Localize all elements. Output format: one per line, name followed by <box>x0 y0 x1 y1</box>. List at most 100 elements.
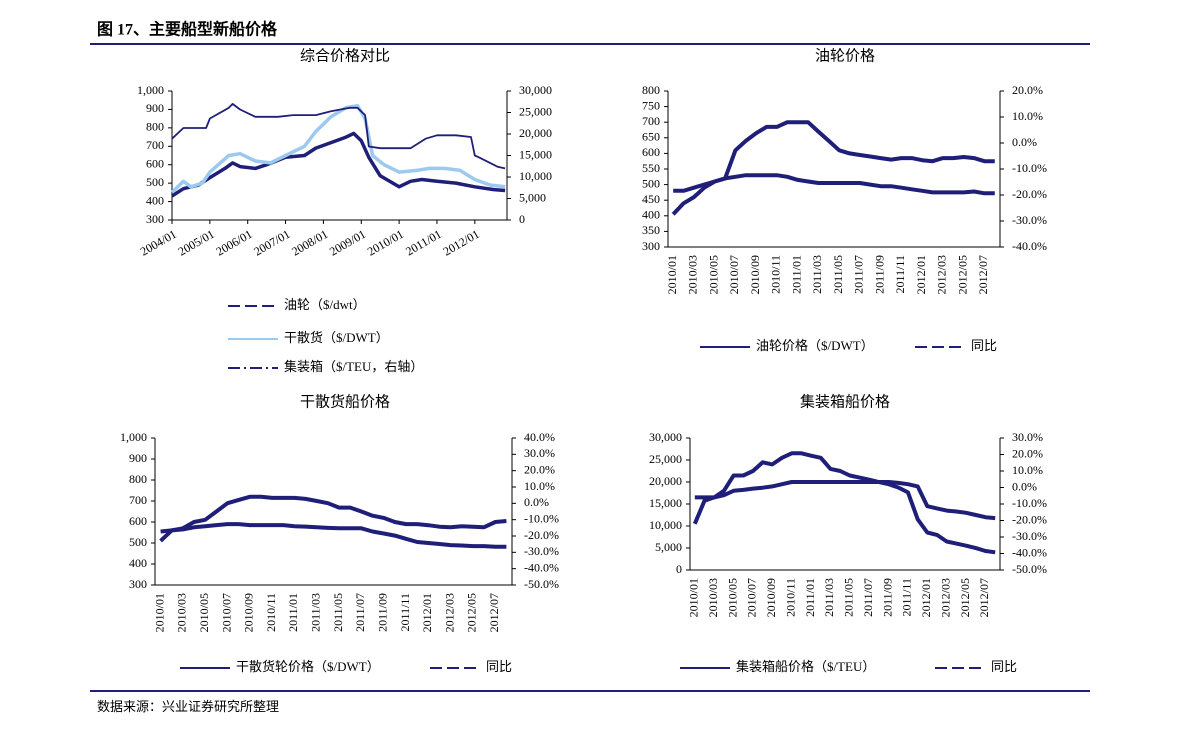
y2-tick-label: 10.0% <box>1012 463 1043 477</box>
y2-tick-label: -30.0% <box>1012 213 1047 227</box>
x-tick-label: 2011/09 <box>872 255 886 294</box>
x-tick-label: 2010/05 <box>706 255 720 294</box>
x-tick-label: 2011/07 <box>861 578 875 617</box>
y2-tick-label: 30.0% <box>524 446 555 460</box>
y2-tick-label: 30,000 <box>519 83 552 97</box>
x-tick-label: 2010/05 <box>725 578 739 617</box>
y2-tick-label: 10,000 <box>519 169 552 183</box>
x-tick-label: 2012/01 <box>420 593 434 632</box>
source-note: 数据来源：兴业证券研究所整理 <box>97 699 279 714</box>
y-tick-label: 750 <box>642 98 660 112</box>
y2-tick-label: -40.0% <box>1012 239 1047 253</box>
y2-tick-label: 20.0% <box>1012 83 1043 97</box>
x-tick-label: 2008/01 <box>289 227 330 259</box>
y-tick-label: 400 <box>129 556 147 570</box>
y-tick-label: 800 <box>642 83 660 97</box>
y2-tick-label: -30.0% <box>1012 529 1047 543</box>
y-tick-label: 500 <box>129 535 147 549</box>
y2-tick-label: 15,000 <box>519 147 552 161</box>
x-tick-label: 2010/09 <box>748 255 762 294</box>
y-tick-label: 700 <box>146 138 164 152</box>
y-tick-label: 350 <box>642 223 660 237</box>
x-tick-label: 2010/07 <box>745 578 759 617</box>
x-tick-label: 2011/01 <box>789 255 803 294</box>
x-tick-label: 2007/01 <box>251 227 292 259</box>
legend-label: 干散货（$/DWT） <box>284 330 389 345</box>
x-tick-label: 2004/01 <box>138 227 179 259</box>
y-tick-label: 400 <box>642 208 660 222</box>
y2-tick-label: -50.0% <box>1012 562 1047 576</box>
y2-tick-label: 25,000 <box>519 104 552 118</box>
y2-tick-label: 20,000 <box>519 126 552 140</box>
legend-label: 干散货轮价格（$/DWT） <box>236 659 380 674</box>
y-tick-label: 700 <box>642 114 660 128</box>
y-tick-label: 800 <box>146 120 164 134</box>
y-tick-label: 5,000 <box>655 540 682 554</box>
y2-tick-label: 10.0% <box>524 479 555 493</box>
x-tick-label: 2011/03 <box>822 578 836 617</box>
y-tick-label: 900 <box>146 101 164 115</box>
x-tick-label: 2012/01 <box>441 227 482 259</box>
y2-tick-label: -30.0% <box>524 544 559 558</box>
x-tick-label: 2012/07 <box>487 593 501 632</box>
x-tick-label: 2010/11 <box>783 578 797 617</box>
x-tick-label: 2006/01 <box>214 227 255 259</box>
series-line <box>160 522 507 549</box>
x-tick-label: 2011/05 <box>331 593 345 632</box>
x-tick-label: 2011/01 <box>803 578 817 617</box>
x-tick-label: 2010/03 <box>686 255 700 294</box>
series-line <box>170 103 506 194</box>
y2-tick-label: -40.0% <box>1012 545 1047 559</box>
y-tick-label: 600 <box>642 145 660 159</box>
y2-tick-label: -10.0% <box>524 511 559 525</box>
y-tick-label: 400 <box>146 193 164 207</box>
y-tick-label: 600 <box>146 156 164 170</box>
x-tick-label: 2010/07 <box>219 593 233 632</box>
legend-label: 集装箱船价格（$/TEU） <box>736 659 875 674</box>
y-tick-label: 550 <box>642 161 660 175</box>
y-tick-label: 15,000 <box>649 496 682 510</box>
x-tick-label: 2011/09 <box>375 593 389 632</box>
legend-label: 同比 <box>971 338 997 353</box>
series-line <box>171 103 506 170</box>
x-tick-label: 2012/03 <box>442 593 456 632</box>
x-tick-label: 2011/09 <box>880 578 894 617</box>
y-tick-label: 900 <box>129 451 147 465</box>
y2-tick-label: 30.0% <box>1012 430 1043 444</box>
y2-tick-label: 0.0% <box>524 495 549 509</box>
y2-tick-label: 20.0% <box>1012 446 1043 460</box>
x-tick-label: 2010/07 <box>727 255 741 294</box>
y2-tick-label: 40.0% <box>524 430 555 444</box>
x-tick-label: 2010/01 <box>365 227 406 259</box>
chart-title: 集装箱船价格 <box>800 393 890 410</box>
x-tick-label: 2012/05 <box>465 593 479 632</box>
y2-tick-label: 10.0% <box>1012 109 1043 123</box>
x-tick-label: 2010/01 <box>152 593 166 632</box>
x-tick-label: 2012/07 <box>976 255 990 294</box>
x-tick-label: 2010/01 <box>687 578 701 617</box>
x-tick-label: 2011/07 <box>852 255 866 294</box>
x-tick-label: 2011/05 <box>842 578 856 617</box>
y-tick-label: 800 <box>129 472 147 486</box>
series-line <box>694 480 996 521</box>
y-tick-label: 0 <box>676 562 682 576</box>
x-tick-label: 2011/07 <box>353 593 367 632</box>
x-tick-label: 2012/03 <box>938 578 952 617</box>
legend-label: 同比 <box>991 659 1017 674</box>
legend-label: 同比 <box>486 659 512 674</box>
y2-tick-label: -50.0% <box>524 577 559 591</box>
x-tick-label: 2011/05 <box>831 255 845 294</box>
x-tick-label: 2010/03 <box>706 578 720 617</box>
x-tick-label: 2010/05 <box>197 593 211 632</box>
x-tick-label: 2011/03 <box>309 593 323 632</box>
series-line <box>671 120 995 216</box>
y2-tick-label: -20.0% <box>524 528 559 542</box>
y2-tick-label: -20.0% <box>1012 512 1047 526</box>
x-tick-label: 2011/11 <box>398 593 412 631</box>
x-tick-label: 2011/11 <box>900 578 914 616</box>
y-tick-label: 450 <box>642 192 660 206</box>
page-title: 图 17、主要船型新船价格 <box>97 20 278 39</box>
chart-title: 综合价格对比 <box>300 47 390 64</box>
x-tick-label: 2010/11 <box>264 593 278 632</box>
y2-tick-label: -20.0% <box>1012 187 1047 201</box>
